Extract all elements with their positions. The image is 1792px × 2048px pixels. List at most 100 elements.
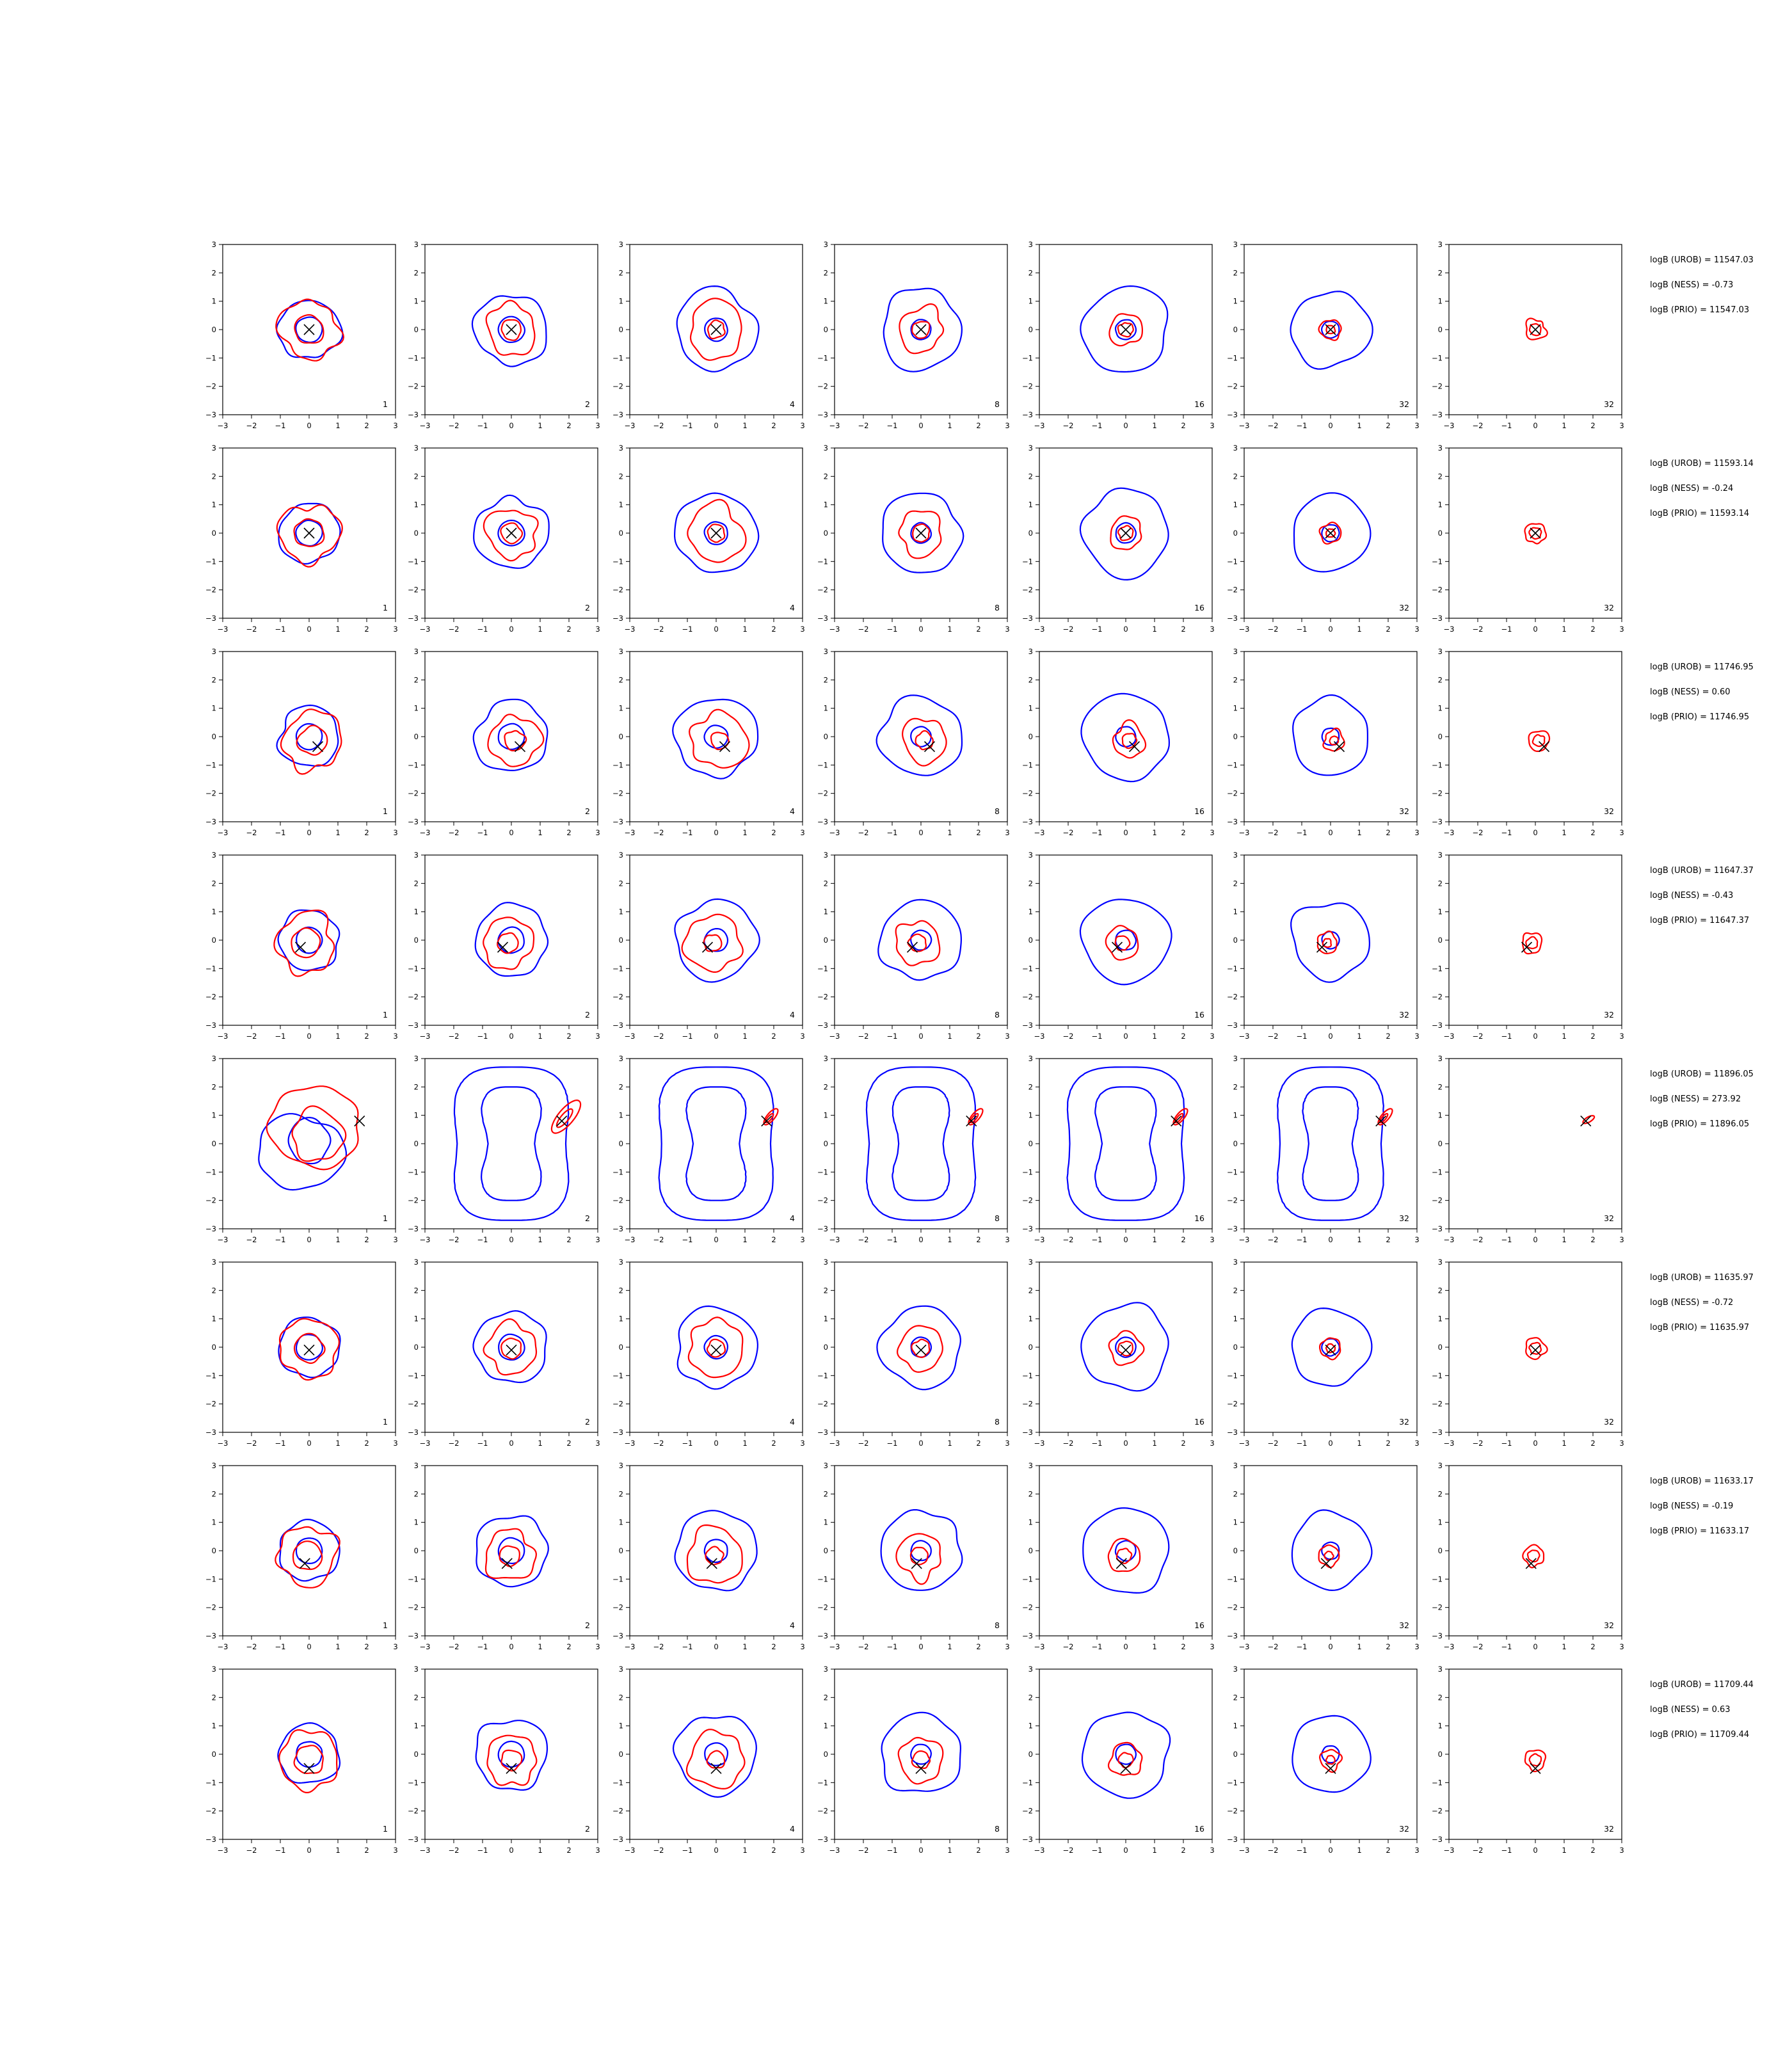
x-tick-label: 0 [1328, 1032, 1332, 1041]
outer-contour-red [681, 913, 744, 973]
inner-contour-blue [295, 1537, 323, 1565]
x-tick-label: 0 [1533, 1439, 1537, 1448]
x-tick-label: 2 [1386, 421, 1390, 430]
y-tick-label: 3 [1438, 240, 1443, 249]
inner-contour-blue [685, 1086, 747, 1201]
y-tick-label: 2 [1438, 1693, 1443, 1702]
x-tick-label: 1 [1152, 1235, 1156, 1244]
x-tick-label: −3 [218, 1235, 228, 1244]
outer-contour-blue [1066, 1066, 1185, 1221]
x-tick-label: 2 [566, 828, 571, 837]
marker-x [506, 1763, 517, 1774]
inner-contour-red [500, 1749, 523, 1772]
outer-contour-blue [658, 1066, 774, 1221]
y-tick-label: 0 [414, 1139, 419, 1148]
x-tick-label: −3 [829, 1439, 840, 1448]
x-tick-label: 3 [393, 625, 397, 634]
axes-frame [1244, 1058, 1418, 1229]
x-tick-label: 1 [1562, 1846, 1566, 1855]
y-tick-label: 0 [824, 1750, 828, 1759]
y-tick-label: −1 [1227, 1574, 1238, 1583]
y-tick-label: 1 [212, 908, 216, 916]
y-tick-label: −3 [817, 614, 828, 623]
y-tick-label: 3 [1233, 851, 1238, 860]
panel-r6-c7: −3−3 −2 −2 −1 −1 0 0 1 1 2 2 3 3 32 [1432, 1258, 1624, 1448]
y-tick-label: −3 [1022, 1224, 1033, 1233]
inner-contour-red [707, 524, 726, 543]
x-tick-label: −1 [1501, 1642, 1512, 1651]
panel-r3-c3: −3−3 −2 −2 −1 −1 0 0 1 1 2 2 3 3 4 [612, 647, 805, 837]
inner-contour-red [1528, 527, 1542, 540]
y-tick-label: 1 [1028, 1315, 1033, 1324]
x-tick-label: 3 [800, 421, 804, 430]
outer-contour-red [1108, 313, 1143, 347]
panel-label: 16 [1194, 1417, 1204, 1427]
axes-frame [1448, 1261, 1622, 1433]
marker-x [506, 1344, 517, 1356]
axes-frame [424, 651, 598, 822]
y-tick-label: 3 [1438, 1258, 1443, 1267]
x-tick-label: −2 [1063, 1235, 1074, 1244]
x-tick-label: 1 [742, 828, 747, 837]
y-tick-label: −2 [612, 1603, 623, 1612]
y-tick-label: −1 [612, 760, 623, 769]
x-tick-label: 3 [1619, 625, 1624, 634]
x-tick-label: −3 [1034, 1032, 1045, 1041]
x-tick-label: −2 [653, 1032, 664, 1041]
y-tick-label: −1 [408, 760, 419, 769]
y-tick-label: −2 [817, 789, 828, 798]
panel-label: 16 [1194, 399, 1204, 409]
y-tick-label: 1 [1233, 1111, 1238, 1120]
x-tick-label: 2 [771, 1439, 776, 1448]
x-tick-label: 0 [1123, 625, 1128, 634]
x-tick-label: 3 [393, 1032, 397, 1041]
red-contour-inner [1379, 1113, 1389, 1124]
y-tick-label: 0 [619, 936, 623, 945]
y-tick-label: 2 [1233, 1489, 1238, 1498]
x-tick-label: −1 [1297, 1642, 1308, 1651]
inner-contour-red [500, 319, 522, 341]
x-tick-label: −1 [1297, 625, 1308, 634]
x-tick-label: −3 [1239, 1032, 1250, 1041]
x-tick-label: −3 [1444, 828, 1455, 837]
panel-label: 4 [790, 1010, 795, 1020]
outer-contour-blue [475, 1720, 548, 1791]
x-tick-label: 1 [1357, 421, 1361, 430]
outer-contour-blue [877, 899, 963, 981]
inner-contour-red [1325, 528, 1336, 538]
y-tick-label: −1 [1022, 1778, 1033, 1787]
inner-contour-blue [498, 1333, 525, 1361]
y-tick-label: −2 [408, 1603, 419, 1612]
y-tick-label: −3 [205, 410, 216, 419]
outer-contour-red [483, 509, 539, 562]
outer-contour-blue [883, 287, 963, 372]
outer-contour-red [1522, 1544, 1545, 1569]
x-tick-label: −2 [449, 1642, 460, 1651]
y-tick-label: −1 [1022, 964, 1033, 973]
y-tick-label: −3 [1432, 1631, 1443, 1640]
axes-frame [424, 1465, 598, 1636]
inner-contour-red [1116, 1548, 1133, 1564]
x-tick-label: −2 [246, 828, 257, 837]
inner-contour-red [1117, 1752, 1134, 1769]
x-tick-label: 0 [307, 625, 311, 634]
marker-x [915, 324, 927, 335]
y-tick-label: 0 [1233, 1343, 1238, 1352]
axes-frame [1244, 1261, 1418, 1433]
x-tick-label: −1 [477, 1235, 488, 1244]
outer-contour-red [685, 1729, 746, 1790]
outer-contour-red [686, 1524, 743, 1584]
y-tick-label: 3 [414, 240, 419, 249]
stat-line-3: logB (PRIO) = 11896.05 [1650, 1119, 1749, 1129]
x-tick-label: −3 [829, 421, 840, 430]
outer-contour-blue [865, 1066, 977, 1221]
axes-frame [424, 1058, 598, 1229]
y-tick-label: 3 [824, 647, 828, 656]
x-tick-label: 1 [947, 1846, 952, 1855]
y-tick-label: 1 [824, 1111, 828, 1120]
x-tick-label: −2 [653, 1439, 664, 1448]
x-tick-label: −2 [858, 1032, 869, 1041]
stat-line-1: logB (UROB) = 11746.95 [1650, 662, 1754, 672]
marker-x [761, 1115, 772, 1127]
outer-contour-blue [882, 492, 964, 573]
